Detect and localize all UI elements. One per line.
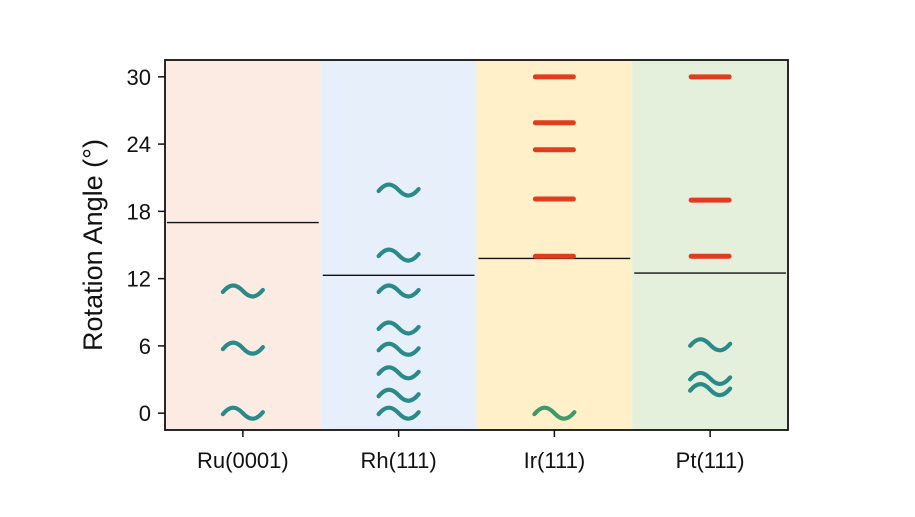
wavy-mark xyxy=(688,370,733,387)
x-tick-label: Ru(0001) xyxy=(197,448,289,473)
wavy-mark xyxy=(376,182,421,198)
wavy-mark xyxy=(376,320,421,336)
y-tick-label: 24 xyxy=(127,132,151,157)
y-tick-label: 6 xyxy=(139,334,151,359)
wavy-mark xyxy=(688,337,733,353)
panel-backgrounds xyxy=(165,60,788,430)
wavy-mark xyxy=(220,283,265,299)
panel-background-rh111 xyxy=(320,60,477,430)
wavy-mark xyxy=(220,340,265,356)
x-tick-label: Ir(111) xyxy=(524,448,586,473)
plot-frame xyxy=(164,59,789,431)
wavy-mark xyxy=(376,365,421,381)
y-tick-label: 12 xyxy=(127,267,151,292)
wavy-mark xyxy=(220,405,265,421)
wavy-mark xyxy=(376,405,421,421)
wavy-mark xyxy=(532,405,577,421)
wavy-mark xyxy=(376,341,421,357)
panel-background-ir111 xyxy=(476,60,633,430)
wavy-mark xyxy=(376,387,421,403)
y-axis-title: Rotation Angle (°) xyxy=(78,139,108,351)
wavy-mark xyxy=(688,382,733,398)
x-tick-label: Pt(111) xyxy=(676,448,745,473)
data-marks xyxy=(220,74,733,421)
x-tick-label: Rh(111) xyxy=(361,448,437,473)
y-axis: 0 6 12 18 24 30 xyxy=(127,65,165,426)
y-tick-label: 30 xyxy=(127,65,151,90)
panel-background-pt111 xyxy=(632,60,788,430)
wavy-mark xyxy=(376,247,421,263)
y-tick-label: 18 xyxy=(127,199,151,224)
panel-background-ru0001 xyxy=(165,60,321,430)
y-tick-label: 0 xyxy=(139,401,151,426)
wavy-mark xyxy=(376,283,421,299)
x-axis: Ru(0001) Rh(111) Ir(111) Pt(111) xyxy=(197,430,745,473)
